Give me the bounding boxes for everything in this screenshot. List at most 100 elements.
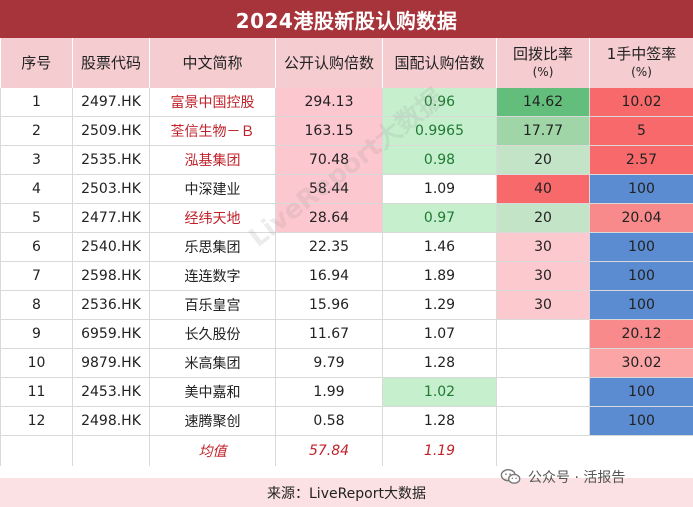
cell-public: 58.44 [275, 174, 383, 204]
header-cell-public: 公开认购倍数 [275, 38, 383, 88]
cell-code: 2509.HK [72, 116, 150, 146]
source-footer: 来源：LiveReport大数据 [0, 478, 693, 507]
cell-public: 15.96 [275, 290, 383, 320]
cell-lot: 100 [589, 232, 693, 262]
header-cell-code: 股票代码 [72, 38, 150, 88]
cell-public: 16.94 [275, 261, 383, 291]
cell-intl: 1.28 [382, 406, 497, 436]
average-label: 均值 [149, 435, 276, 466]
cell-clawback: 30 [496, 261, 590, 291]
cell-clawback: 14.62 [496, 88, 590, 117]
cell-empty [0, 435, 73, 466]
cell-name: 富景中国控股 [149, 88, 276, 117]
table-row: 10 9879.HK 米高集团 9.79 1.28 30.02 [0, 348, 693, 378]
cell-code: 2453.HK [72, 377, 150, 407]
cell-name: 米高集团 [149, 348, 276, 378]
cell-public: 0.58 [275, 406, 383, 436]
cell-code: 2540.HK [72, 232, 150, 262]
cell-code: 2535.HK [72, 145, 150, 175]
cell-public: 22.35 [275, 232, 383, 262]
cell-no: 1 [0, 88, 73, 117]
cell-name: 连连数字 [149, 261, 276, 291]
cell-intl: 1.07 [382, 319, 497, 349]
cell-intl: 0.96 [382, 88, 497, 117]
cell-lot: 20.12 [589, 319, 693, 349]
cell-clawback: 30 [496, 232, 590, 262]
table-row: 5 2477.HK 经纬天地 28.64 0.97 20 20.04 [0, 203, 693, 233]
header-cell-clawback: 回拨比率 (%) [496, 38, 590, 88]
cell-no: 7 [0, 261, 73, 291]
table-row: 11 2453.HK 美中嘉和 1.99 1.02 100 [0, 377, 693, 407]
cell-intl: 1.29 [382, 290, 497, 320]
cell-lot: 30.02 [589, 348, 693, 378]
cell-intl: 1.46 [382, 232, 497, 262]
cell-lot: 100 [589, 406, 693, 436]
table-title: 2024港股新股认购数据 [0, 0, 693, 38]
cell-public: 1.99 [275, 377, 383, 407]
cell-empty [590, 436, 693, 467]
header-cell-lot: 1手中签率 (%) [589, 38, 693, 88]
wechat-badge: 公众号 · 活报告 [500, 466, 625, 488]
cell-name: 速腾聚创 [149, 406, 276, 436]
cell-clawback: 17.77 [496, 116, 590, 146]
cell-name: 百乐皇宫 [149, 290, 276, 320]
header-cell-name: 中文简称 [149, 38, 276, 88]
cell-name: 美中嘉和 [149, 377, 276, 407]
table-row: 9 6959.HK 长久股份 11.67 1.07 20.12 [0, 319, 693, 349]
header-cell-no: 序号 [0, 38, 73, 88]
table-row: 2 2509.HK 荃信生物－Ｂ 163.15 0.9965 17.77 5 [0, 116, 693, 146]
table-row: 8 2536.HK 百乐皇宫 15.96 1.29 30 100 [0, 290, 693, 320]
average-intl: 1.19 [382, 435, 497, 466]
cell-public: 70.48 [275, 145, 383, 175]
cell-lot: 100 [589, 261, 693, 291]
wechat-icon [500, 468, 521, 484]
cell-code: 9879.HK [72, 348, 150, 378]
cell-name: 乐思集团 [149, 232, 276, 262]
cell-clawback [496, 406, 590, 436]
cell-code: 2498.HK [72, 406, 150, 436]
cell-clawback [496, 377, 590, 407]
cell-name: 中深建业 [149, 174, 276, 204]
cell-empty [497, 436, 590, 467]
cell-no: 12 [0, 406, 73, 436]
cell-name: 长久股份 [149, 319, 276, 349]
cell-no: 9 [0, 319, 73, 349]
cell-intl: 1.89 [382, 261, 497, 291]
cell-lot: 10.02 [589, 88, 693, 117]
cell-intl: 1.02 [382, 377, 497, 407]
cell-code: 2477.HK [72, 203, 150, 233]
cell-code: 2536.HK [72, 290, 150, 320]
header-row: 序号 股票代码 中文简称 公开认购倍数 国配认购倍数 回拨比率 (%) 1手中签率… [0, 38, 693, 88]
table-row: 3 2535.HK 泓基集团 70.48 0.98 20 2.57 [0, 145, 693, 175]
cell-no: 8 [0, 290, 73, 320]
cell-intl: 0.98 [382, 145, 497, 175]
cell-intl: 1.28 [382, 348, 497, 378]
cell-lot: 100 [589, 174, 693, 204]
cell-clawback [496, 348, 590, 378]
cell-intl: 0.97 [382, 203, 497, 233]
cell-public: 163.15 [275, 116, 383, 146]
cell-lot: 2.57 [589, 145, 693, 175]
cell-code: 2598.HK [72, 261, 150, 291]
cell-intl: 0.9965 [382, 116, 497, 146]
average-row: 均值 57.84 1.19 [0, 435, 693, 467]
cell-name: 经纬天地 [149, 203, 276, 233]
cell-lot: 100 [589, 377, 693, 407]
cell-lot: 100 [589, 290, 693, 320]
wechat-label: 公众号 · 活报告 [528, 470, 626, 486]
cell-code: 6959.HK [72, 319, 150, 349]
table-row: 4 2503.HK 中深建业 58.44 1.09 40 100 [0, 174, 693, 204]
cell-no: 4 [0, 174, 73, 204]
cell-clawback: 20 [496, 145, 590, 175]
header-cell-intl: 国配认购倍数 [382, 38, 497, 88]
cell-intl: 1.09 [382, 174, 497, 204]
table-row: 7 2598.HK 连连数字 16.94 1.89 30 100 [0, 261, 693, 291]
cell-no: 5 [0, 203, 73, 233]
cell-no: 10 [0, 348, 73, 378]
cell-code: 2497.HK [72, 88, 150, 117]
cell-name: 泓基集团 [149, 145, 276, 175]
cell-code: 2503.HK [72, 174, 150, 204]
cell-no: 6 [0, 232, 73, 262]
cell-public: 11.67 [275, 319, 383, 349]
